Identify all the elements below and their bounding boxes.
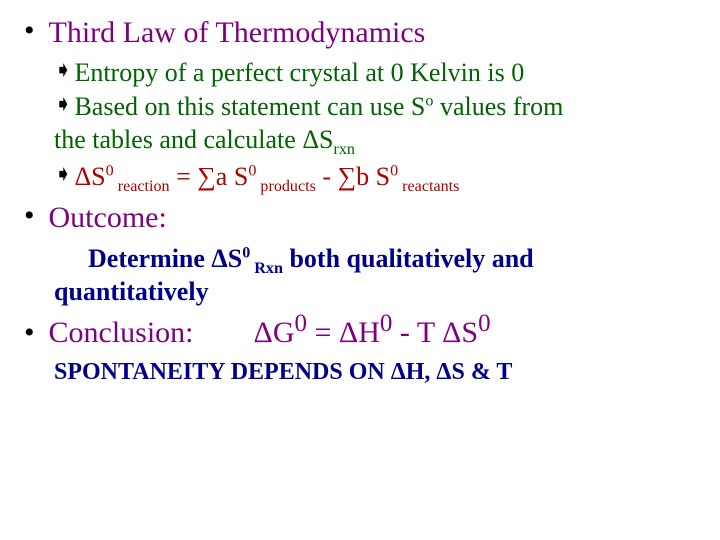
sub-block-third-law: ➧ Entropy of a perfect crystal at 0 Kelv… [54, 56, 702, 193]
sub-rxn: rxn [334, 141, 355, 158]
arrow-icon: ➧ [54, 160, 72, 193]
b-a: Determine ΔS [88, 244, 242, 273]
bullet-dot: • [24, 199, 35, 237]
frag-a: Based on this statement can use S [74, 92, 425, 121]
text-gibbs-equation: ΔG0 = ΔH0 - T ΔS0 [254, 314, 491, 352]
arrow-icon: ➧ [54, 56, 72, 89]
b-sub: Rxn [250, 260, 283, 277]
f-b2: products [256, 178, 316, 195]
e-a: ΔG [254, 316, 295, 349]
text-based-on-line1: Based on this statement can use So value… [74, 90, 563, 123]
heading-conclusion: Conclusion: [49, 314, 194, 352]
e-b: = ΔH [307, 316, 380, 349]
sub-entropy: ➧ Entropy of a perfect crystal at 0 Kelv… [54, 56, 702, 89]
f-b1: reaction [114, 178, 170, 195]
e-s1: 0 [295, 310, 308, 337]
e-s3: 0 [478, 310, 491, 337]
text-spontaneity: SPONTANEITY DEPENDS ON ΔH, ΔS & T [54, 357, 702, 388]
e-s2: 0 [380, 310, 393, 337]
sub-formula: ➧ ΔS0 reaction = ∑a S0 products - ∑b S0 … [54, 160, 702, 193]
f-a: ΔS [74, 162, 105, 191]
bullet-dot: • [24, 14, 35, 52]
sub-based-on: ➧ Based on this statement can use So val… [54, 90, 702, 123]
bullet-outcome: • Outcome: [24, 199, 702, 237]
f-eq: = [170, 162, 198, 191]
frag-c: the tables and calculate [54, 125, 302, 154]
f-b3: reactants [398, 178, 459, 195]
f-s1: 0 [106, 163, 114, 180]
text-determine-line2: quantitatively [54, 275, 702, 308]
frag-d: ΔS [302, 125, 333, 154]
frag-b: values from [433, 92, 563, 121]
bullet-third-law: • Third Law of Thermodynamics [24, 14, 702, 52]
heading-outcome: Outcome: [49, 199, 167, 237]
text-delta-s-formula: ΔS0 reaction = ∑a S0 products - ∑b S0 re… [74, 160, 459, 193]
arrow-icon: ➧ [54, 90, 72, 123]
text-entropy-perfect-crystal: Entropy of a perfect crystal at 0 Kelvin… [74, 56, 524, 89]
text-determine-line1: Determine ΔS0 Rxn both qualitatively and [88, 242, 702, 275]
f-s2: 0 [248, 163, 256, 180]
text-based-on-line2: the tables and calculate ΔSrxn [54, 123, 702, 156]
f-sb: ∑b S [338, 162, 391, 191]
f-mid: - [316, 162, 338, 191]
heading-third-law: Third Law of Thermodynamics [49, 14, 426, 52]
f-s3: 0 [390, 163, 398, 180]
sub-block-outcome: Determine ΔS0 Rxn both qualitatively and… [54, 242, 702, 309]
bullet-dot: • [24, 316, 35, 349]
f-sa: ∑a S [197, 162, 248, 191]
e-c: - T ΔS [392, 316, 478, 349]
b-b: both qualitatively and [283, 244, 534, 273]
bullet-conclusion: • Conclusion: ΔG0 = ΔH0 - T ΔS0 [24, 314, 702, 352]
b-s: 0 [242, 244, 250, 261]
